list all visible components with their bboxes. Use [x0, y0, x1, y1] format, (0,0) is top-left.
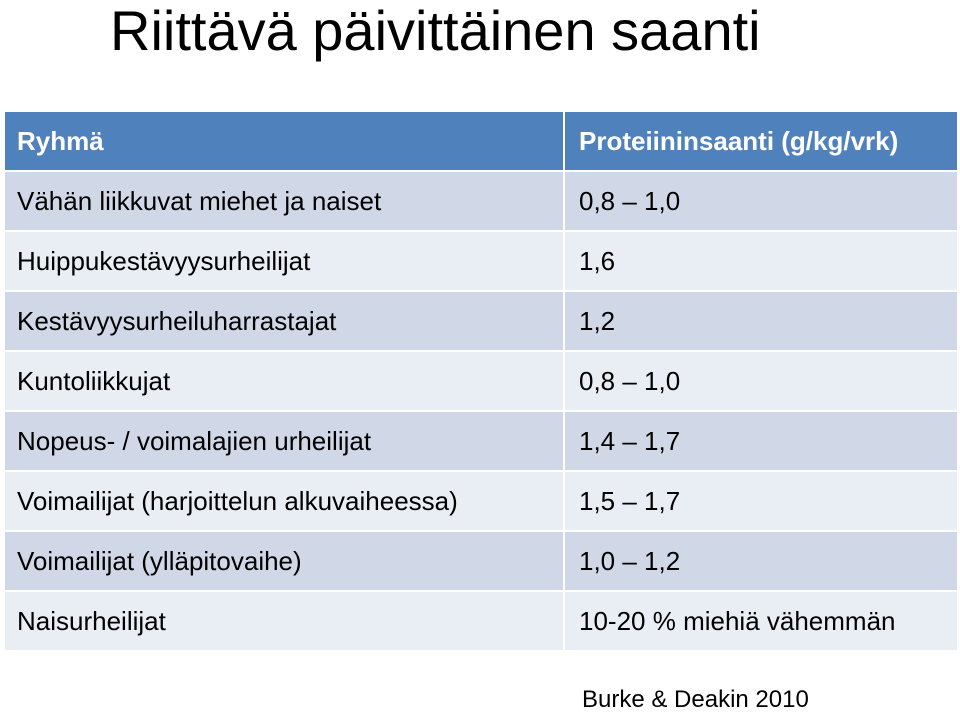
intake-cell: 10-20 % miehiä vähemmän — [579, 605, 896, 636]
table-row: Vähän liikkuvat miehet ja naiset 0,8 – 1… — [5, 170, 957, 230]
table-row: Kuntoliikkujat 0,8 – 1,0 — [5, 350, 957, 410]
table-row: Nopeus- / voimalajien urheilijat 1,4 – 1… — [5, 410, 957, 470]
header-group: Ryhmä — [5, 112, 565, 170]
table-header-row: Ryhmä Proteiininsaanti (g/kg/vrk) — [5, 112, 957, 170]
group-cell: Naisurheilijat — [5, 592, 565, 650]
intake-cell: 0,8 – 1,0 — [579, 365, 681, 396]
group-cell: Voimailijat (ylläpitovaihe) — [5, 532, 565, 590]
slide-title: Riittävä päivittäinen saanti — [110, 0, 761, 62]
intake-cell: 1,6 — [579, 245, 616, 276]
group-cell: Huippukestävyysurheilijat — [5, 232, 565, 290]
protein-intake-table: Ryhmä Proteiininsaanti (g/kg/vrk) Vähän … — [5, 112, 957, 650]
group-cell: Nopeus- / voimalajien urheilijat — [5, 412, 565, 470]
intake-cell: 1,0 – 1,2 — [579, 545, 681, 576]
citation: Burke & Deakin 2010 — [582, 686, 809, 713]
intake-cell: 0,8 – 1,0 — [579, 185, 681, 216]
header-protein-intake: Proteiininsaanti (g/kg/vrk) — [579, 125, 899, 156]
intake-cell: 1,2 — [579, 305, 616, 336]
group-cell: Voimailijat (harjoittelun alkuvaiheessa) — [5, 472, 565, 530]
intake-cell: 1,5 – 1,7 — [579, 485, 681, 516]
table-row: Naisurheilijat 10-20 % miehiä vähemmän — [5, 590, 957, 650]
intake-cell: 1,4 – 1,7 — [579, 425, 681, 456]
table-row: Voimailijat (harjoittelun alkuvaiheessa)… — [5, 470, 957, 530]
table-row: Huippukestävyysurheilijat 1,6 — [5, 230, 957, 290]
table-row: Voimailijat (ylläpitovaihe) 1,0 – 1,2 — [5, 530, 957, 590]
group-cell: Kestävyysurheiluharrastajat — [5, 292, 565, 350]
table-row: Kestävyysurheiluharrastajat 1,2 — [5, 290, 957, 350]
group-cell: Vähän liikkuvat miehet ja naiset — [5, 172, 565, 230]
group-cell: Kuntoliikkujat — [5, 352, 565, 410]
